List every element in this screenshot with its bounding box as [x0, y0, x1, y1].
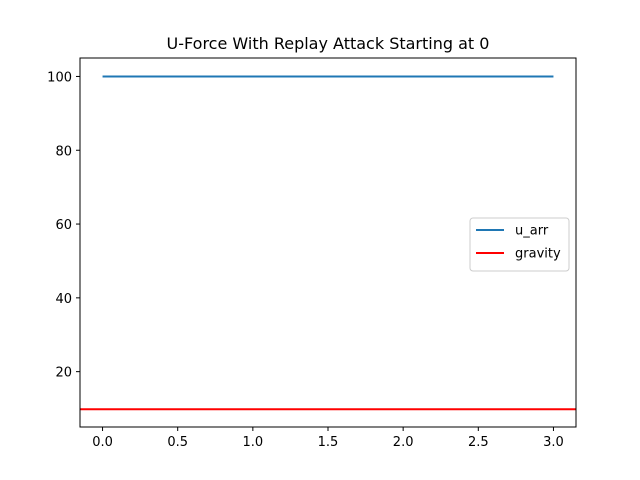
- y-tick-label: 100: [47, 70, 72, 85]
- x-tick-label: 0.0: [92, 435, 113, 450]
- plot-area: 0.0 0.5 1.0 1.5 2.0 2.5 3.0 20 40 60 80 100: [47, 57, 577, 450]
- x-tick-label: 0.5: [167, 435, 188, 450]
- y-tick-label: 20: [55, 366, 72, 381]
- y-tick-label: 80: [55, 144, 72, 159]
- series-group: [80, 75, 576, 411]
- x-tick-label: 2.5: [468, 435, 489, 450]
- x-tick-label: 2.0: [393, 435, 414, 450]
- x-tick-label: 1.5: [318, 435, 339, 450]
- y-tick-label: 60: [55, 218, 72, 233]
- chart-title: U-Force With Replay Attack Starting at 0: [167, 34, 490, 53]
- x-tick-label: 1.0: [243, 435, 264, 450]
- legend-box: [469, 217, 570, 272]
- y-tick-label: 40: [55, 292, 72, 307]
- legend-label-gravity: gravity: [515, 247, 561, 262]
- x-tick-label: 3.0: [543, 435, 564, 450]
- legend-label-u_arr: u_arr: [515, 224, 549, 239]
